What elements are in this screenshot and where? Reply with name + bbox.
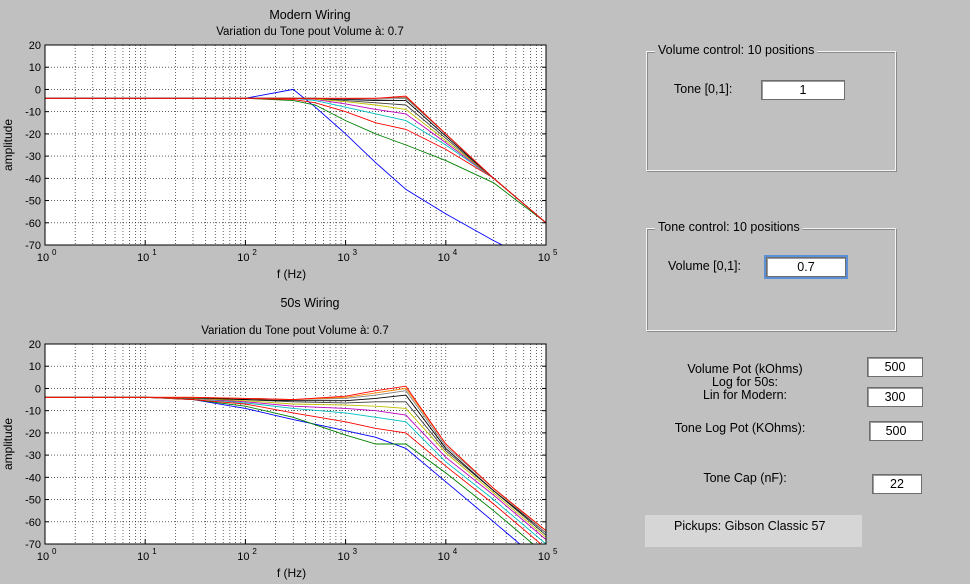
y-tick-label: -50 xyxy=(25,196,41,208)
y-tick-label: 20 xyxy=(29,40,41,52)
plot-area xyxy=(45,45,546,245)
x-tick-exponent: 1 xyxy=(152,248,157,257)
series-line-10 xyxy=(45,385,546,532)
tone-control-legend: Tone control: 10 positions xyxy=(655,220,803,234)
y-tick-label: 0 xyxy=(35,383,41,395)
y-tick-label: -70 xyxy=(25,539,41,551)
fifties-wiring-subtitle: Variation du Tone pout Volume à: 0.7 xyxy=(201,325,389,337)
volume-label: Volume [0,1]: xyxy=(668,259,741,273)
lin-for-modern-label: Lin for Modern: xyxy=(702,388,788,402)
y-tick-label: -40 xyxy=(25,472,41,484)
x-tick-label: 10 xyxy=(538,252,550,264)
x-tick-exponent: 3 xyxy=(353,547,358,556)
x-tick-label: 10 xyxy=(137,551,149,563)
x-tick-label: 10 xyxy=(37,551,49,563)
plot-frame xyxy=(44,343,547,545)
y-tick-label: 10 xyxy=(29,62,41,74)
x-axis-label: f (Hz) xyxy=(277,267,306,281)
tone-pot-input[interactable]: 500 xyxy=(869,421,923,441)
x-tick-label: 10 xyxy=(438,551,450,563)
y-tick-label: -10 xyxy=(25,406,41,418)
x-tick-exponent: 3 xyxy=(353,248,358,257)
x-tick-label: 10 xyxy=(137,252,149,264)
tone-label: Tone [0,1]: xyxy=(674,82,733,96)
y-tick-label: -50 xyxy=(25,495,41,507)
x-tick-label: 10 xyxy=(438,252,450,264)
modern-wiring-title: Modern Wiring xyxy=(269,8,351,22)
series-line-2 xyxy=(45,396,542,544)
pickups-info: Pickups: Gibson Classic 57 xyxy=(645,515,862,547)
volume-pot-label: Volume Pot (kOhms) xyxy=(687,362,803,376)
y-axis-label: amplitude xyxy=(1,418,15,470)
volume-input[interactable]: 0.7 xyxy=(764,255,848,279)
y-tick-label: -30 xyxy=(25,450,41,462)
x-tick-exponent: 5 xyxy=(553,547,558,556)
volume-control-panel xyxy=(646,51,896,171)
y-tick-label: -40 xyxy=(25,173,41,185)
y-tick-label: -20 xyxy=(25,129,41,141)
y-tick-label: -30 xyxy=(25,151,41,163)
x-tick-label: 10 xyxy=(337,551,349,563)
modern-wiring-subtitle: Variation du Tone pout Volume à: 0.7 xyxy=(216,26,404,38)
fifties-wiring-title: 50s Wiring xyxy=(280,296,340,310)
x-tick-exponent: 0 xyxy=(52,547,57,556)
tone-input[interactable]: 1 xyxy=(761,80,845,100)
x-tick-exponent: 2 xyxy=(252,248,257,257)
lin-for-modern-input[interactable]: 300 xyxy=(867,387,923,407)
log-for-50s-label: Log for 50s: xyxy=(711,375,778,389)
y-tick-label: -60 xyxy=(25,218,41,230)
x-tick-exponent: 0 xyxy=(52,248,57,257)
plot-frame xyxy=(44,44,547,246)
x-tick-label: 10 xyxy=(37,252,49,264)
volume-pot-input[interactable]: 500 xyxy=(867,357,923,377)
series-line-10 xyxy=(45,95,546,224)
x-tick-exponent: 2 xyxy=(252,547,257,556)
x-tick-exponent: 4 xyxy=(453,547,458,556)
x-tick-label: 10 xyxy=(237,252,249,264)
y-tick-label: -70 xyxy=(25,240,41,252)
y-tick-label: -60 xyxy=(25,517,41,529)
x-axis-label: f (Hz) xyxy=(277,566,306,580)
plot-area xyxy=(45,344,546,544)
x-tick-label: 10 xyxy=(538,551,550,563)
tone-cap-label: Tone Cap (nF): xyxy=(703,471,787,485)
x-tick-exponent: 1 xyxy=(152,547,157,556)
y-tick-label: 20 xyxy=(29,339,41,351)
x-tick-label: 10 xyxy=(337,252,349,264)
volume-control-legend: Volume control: 10 positions xyxy=(655,43,818,57)
x-tick-exponent: 4 xyxy=(453,248,458,257)
y-tick-label: -20 xyxy=(25,428,41,440)
tone-pot-label: Tone Log Pot (KOhms): xyxy=(674,421,806,435)
x-tick-exponent: 5 xyxy=(553,248,558,257)
y-tick-label: 10 xyxy=(29,361,41,373)
x-tick-label: 10 xyxy=(237,551,249,563)
y-axis-label: amplitude xyxy=(1,119,15,171)
y-tick-label: -10 xyxy=(25,107,41,119)
tone-control-panel xyxy=(646,228,896,331)
tone-cap-input[interactable]: 22 xyxy=(872,474,922,494)
y-tick-label: 0 xyxy=(35,84,41,96)
